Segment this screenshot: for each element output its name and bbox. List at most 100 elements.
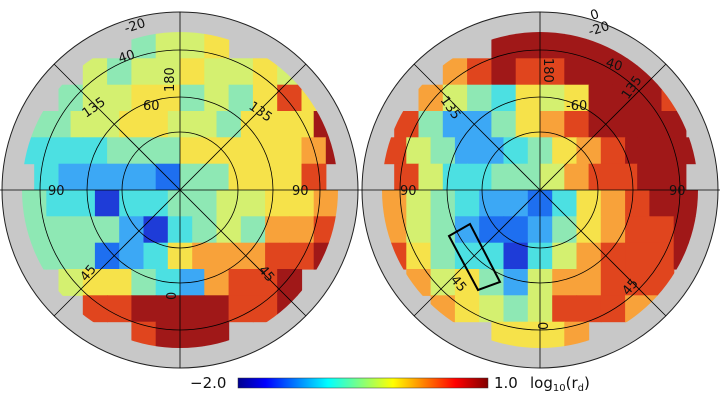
heatmap-cell — [240, 216, 266, 244]
heatmap-cell — [649, 242, 675, 270]
heatmap-cell — [252, 163, 278, 191]
heatmap-cell — [394, 163, 420, 191]
heatmap-cell — [503, 216, 529, 244]
heatmap-cell — [564, 84, 590, 112]
heatmap-cell — [540, 111, 565, 138]
heatmap-cell — [155, 295, 181, 323]
heatmap-cell — [204, 58, 230, 86]
heatmap-cell — [228, 84, 254, 112]
heatmap-cell — [503, 190, 529, 217]
heatmap-cell — [625, 269, 650, 296]
heatmap-cell — [180, 295, 205, 323]
heatmap-cell — [216, 111, 242, 138]
panel-right-label-40: 40 — [604, 56, 624, 75]
heatmap-cell — [107, 58, 132, 86]
heatmap-cell — [143, 190, 169, 217]
heatmap-cell — [576, 242, 602, 270]
heatmap-cell — [625, 137, 650, 165]
heatmap-cell — [70, 111, 96, 138]
heatmap-cell — [107, 163, 132, 191]
heatmap-cell — [454, 137, 480, 165]
heatmap-cell — [70, 190, 96, 217]
heatmap-cell — [552, 242, 578, 270]
heatmap-cell — [216, 242, 242, 270]
heatmap-cell — [442, 84, 468, 112]
heatmap-cell — [192, 242, 218, 270]
heatmap-cell — [46, 242, 72, 270]
heatmap-cell — [289, 216, 315, 244]
heatmap-cell — [155, 321, 181, 348]
panel-right: 0 -20 40 180 -60 135 135 90 90 45 45 0 — [360, 7, 720, 369]
panel-left-label-90-r: 90 — [292, 184, 309, 199]
heatmap-cell — [515, 111, 541, 138]
panel-left-label-0: 0 — [165, 292, 180, 300]
heatmap-cell — [515, 32, 541, 59]
heatmap-cell — [107, 295, 132, 323]
heatmap-cell — [479, 190, 505, 217]
panel-right-label-top2: -20 — [587, 19, 612, 40]
heatmap-cell — [277, 269, 303, 296]
heatmap-cell — [143, 216, 169, 244]
heatmap-cell — [406, 242, 432, 270]
heatmap-cell — [600, 137, 626, 165]
heatmap-cell — [576, 295, 602, 323]
heatmap-cell — [430, 137, 456, 165]
heatmap-cell — [180, 137, 205, 165]
heatmap-cell — [252, 58, 278, 86]
heatmap-cell — [228, 295, 254, 323]
heatmap-cell — [180, 58, 205, 86]
heatmap-cell — [265, 216, 290, 244]
heatmap-cell — [204, 269, 230, 296]
heatmap-cell — [107, 269, 132, 296]
heatmap-cell — [46, 216, 72, 244]
heatmap-cell — [503, 269, 529, 296]
heatmap-cell — [540, 321, 565, 348]
heatmap-cell — [155, 58, 181, 86]
heatmap-cell — [649, 216, 675, 244]
heatmap-cell — [82, 269, 108, 296]
heatmap-cell — [467, 84, 492, 112]
heatmap-cell — [22, 190, 47, 217]
heatmap-cell — [600, 190, 626, 217]
heatmap-cell — [143, 111, 169, 138]
heatmap-cell — [442, 111, 468, 138]
heatmap-cell — [540, 58, 565, 86]
heatmap-cell — [515, 58, 541, 86]
heatmap-cell — [155, 137, 181, 165]
heatmap-cell — [612, 58, 638, 86]
heatmap-cell — [58, 269, 84, 296]
heatmap-cell — [70, 216, 96, 244]
heatmap-cell — [34, 163, 60, 191]
heatmap-cell — [46, 190, 72, 217]
heatmap-cell — [442, 58, 468, 86]
heatmap-cell — [552, 295, 578, 323]
heatmap-cell — [600, 216, 626, 244]
heatmap-cell — [228, 269, 254, 296]
heatmap-cell — [467, 58, 492, 86]
heatmap-cell — [515, 84, 541, 112]
heatmap-cell — [301, 137, 327, 165]
heatmap-cell — [552, 216, 578, 244]
heatmap-cell — [228, 137, 254, 165]
heatmap-cell — [649, 137, 675, 165]
heatmap-cell — [228, 58, 254, 86]
heatmap-cell — [442, 163, 468, 191]
heatmap-cell — [430, 242, 456, 270]
heatmap-cell — [491, 163, 517, 191]
heatmap-cell — [94, 190, 120, 217]
heatmap-cell — [131, 137, 157, 165]
heatmap-cell — [600, 295, 626, 323]
heatmap-cell — [612, 84, 638, 112]
panel-right-label-0: 0 — [537, 322, 552, 330]
heatmap-cell — [649, 190, 675, 217]
heatmap-cell — [131, 163, 157, 191]
panel-left: -20 40 180 60 135 135 90 90 45 45 0 — [0, 11, 360, 369]
heatmap-cell — [204, 137, 230, 165]
heatmap-cell — [503, 242, 529, 270]
panel-left-label-top: -20 — [123, 16, 148, 37]
heatmap-cell — [252, 84, 278, 112]
heatmap-cell — [418, 111, 444, 138]
heatmap-cell — [228, 163, 254, 191]
panel-right-label-180: 180 — [540, 58, 555, 83]
heatmap-cell — [454, 295, 480, 323]
